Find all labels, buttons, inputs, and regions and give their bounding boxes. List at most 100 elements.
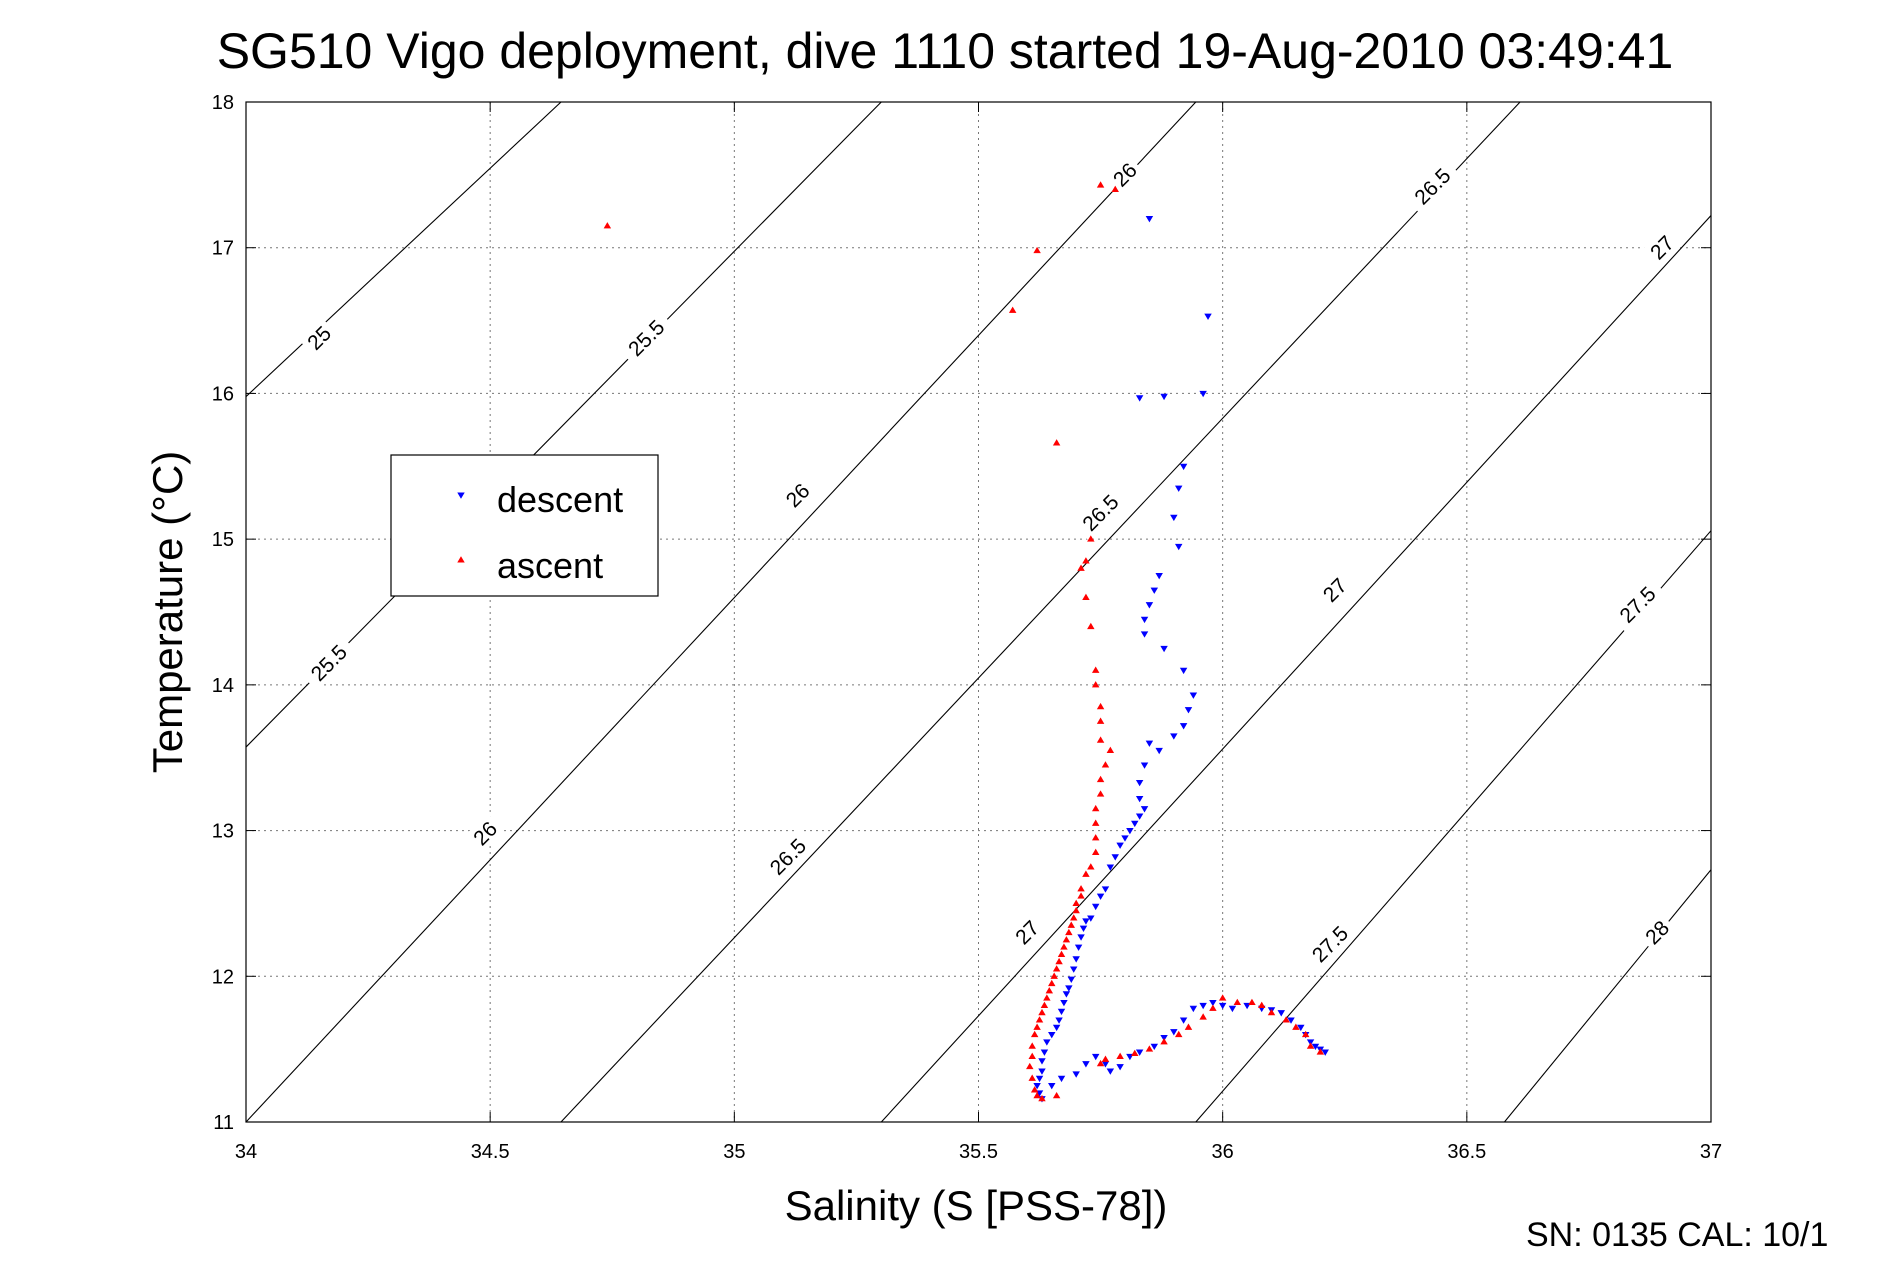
- ascent-point: [1030, 1086, 1039, 1093]
- ascent-point: [1184, 1023, 1193, 1030]
- contour-label-bg: [464, 812, 505, 853]
- contour-label-bg: [1071, 483, 1129, 541]
- ascent-point: [1111, 185, 1119, 192]
- contour-label-bg: [759, 827, 816, 885]
- descent-point: [1091, 903, 1100, 911]
- ascent-point: [1045, 987, 1054, 994]
- ascent-point: [1026, 1062, 1034, 1070]
- descent-point: [1306, 1039, 1315, 1046]
- descent-point: [1101, 886, 1110, 893]
- ascent-point: [1033, 1023, 1041, 1030]
- descent-point: [1060, 999, 1068, 1007]
- ascent-point: [1082, 557, 1090, 564]
- ascent-point: [1052, 1091, 1061, 1099]
- x-tick-label: 34.5: [471, 1141, 510, 1163]
- descent-point: [1126, 828, 1134, 835]
- ascent-point: [1096, 702, 1105, 710]
- descent-point: [1116, 842, 1124, 849]
- ascent-point: [1091, 848, 1100, 855]
- grid-lines: [245, 101, 1712, 1123]
- contour-label-bg: [617, 309, 675, 366]
- contour-label-group: 26: [777, 474, 817, 515]
- ascent-point: [1070, 914, 1078, 921]
- ascent-point: [1077, 885, 1085, 892]
- y-axis-label: Temperature (°C): [144, 451, 191, 774]
- ascent-point: [1091, 834, 1100, 841]
- contour-label-bg: [1301, 915, 1358, 972]
- contour-label: 26: [782, 479, 815, 512]
- isopycnal-28: [1504, 869, 1711, 1122]
- contour-label-group: 25.5: [617, 309, 675, 366]
- contour-label-bg: [1314, 569, 1355, 610]
- contour-label: 25: [303, 322, 336, 355]
- ascent-point: [1028, 1042, 1036, 1049]
- descent-point: [1043, 1039, 1051, 1046]
- ascent-point: [1067, 921, 1076, 928]
- descent-point: [1174, 543, 1183, 551]
- descent-point: [1070, 966, 1078, 973]
- legend: descent ascent: [390, 454, 659, 597]
- descent-point: [1277, 1010, 1285, 1017]
- contour-label-bg: [1641, 227, 1682, 267]
- ascent-point: [1033, 1091, 1041, 1099]
- calibration-footer: SN: 0135 CAL: 10/1: [1526, 1216, 1828, 1254]
- contour-label-bg: [298, 317, 339, 358]
- ascent-point: [1043, 994, 1051, 1001]
- descent-point: [1077, 934, 1085, 941]
- ascent-point: [1258, 1001, 1266, 1008]
- ascent-point: [1035, 1016, 1044, 1023]
- contour-label-group: 27.5: [1608, 575, 1666, 633]
- ascent-point: [1316, 1048, 1325, 1055]
- contour-label-bg: [1006, 912, 1047, 952]
- chart-title: SG510 Vigo deployment, dive 1110 started…: [217, 23, 1674, 79]
- descent-point: [1170, 733, 1178, 740]
- descent-point: [1160, 1034, 1168, 1042]
- descent-point: [1189, 1005, 1198, 1013]
- descent-point: [1040, 1049, 1049, 1056]
- descent-point: [1033, 1083, 1041, 1090]
- descent-point: [1160, 645, 1168, 653]
- contour-label-group: 26: [464, 812, 505, 853]
- ascent-point: [1082, 593, 1090, 600]
- x-axis-label: Salinity (S [PSS-78]): [785, 1182, 1168, 1229]
- x-tick-label: 36.5: [1447, 1141, 1486, 1163]
- ascent-point: [1096, 790, 1105, 797]
- descent-point: [1135, 1049, 1144, 1056]
- descent-point: [1145, 216, 1154, 223]
- descent-point: [1062, 991, 1071, 998]
- descent-point: [1179, 723, 1188, 730]
- descent-point: [1140, 616, 1149, 624]
- ascent-point: [1091, 804, 1100, 812]
- ascent-point: [1052, 439, 1061, 446]
- x-tick-label: 34: [235, 1141, 257, 1163]
- descent-point: [1091, 1053, 1100, 1061]
- descent-point: [1170, 514, 1178, 522]
- descent-point: [1199, 390, 1207, 398]
- ascent-point: [1087, 535, 1095, 542]
- ascent-point: [1131, 1049, 1139, 1057]
- ascent-point: [1072, 906, 1080, 914]
- ascent-point: [1096, 736, 1105, 743]
- x-tick-label: 37: [1700, 1141, 1722, 1163]
- ascent-point: [1008, 306, 1017, 313]
- descent-point: [1111, 854, 1119, 861]
- contour-label-group: 26.5: [1071, 483, 1129, 541]
- descent-point: [1297, 1024, 1305, 1032]
- ascent-point: [1060, 943, 1068, 950]
- descent-point: [1199, 1002, 1207, 1010]
- ascent-point: [1077, 564, 1085, 571]
- ascent-point: [1038, 1008, 1046, 1016]
- descent-point: [1135, 795, 1144, 803]
- contour-label-bg: [300, 634, 357, 691]
- descent-point: [1174, 485, 1183, 492]
- ascent-point: [1174, 1030, 1183, 1038]
- ascent-point: [1233, 998, 1242, 1006]
- ascent-point: [1267, 1008, 1276, 1016]
- ascent-point: [1160, 1038, 1168, 1045]
- ascent-point: [1292, 1023, 1300, 1030]
- contour-label-group: 27.5: [1301, 915, 1358, 972]
- ascent-point: [1101, 761, 1110, 768]
- legend-label-ascent: ascent: [497, 545, 603, 586]
